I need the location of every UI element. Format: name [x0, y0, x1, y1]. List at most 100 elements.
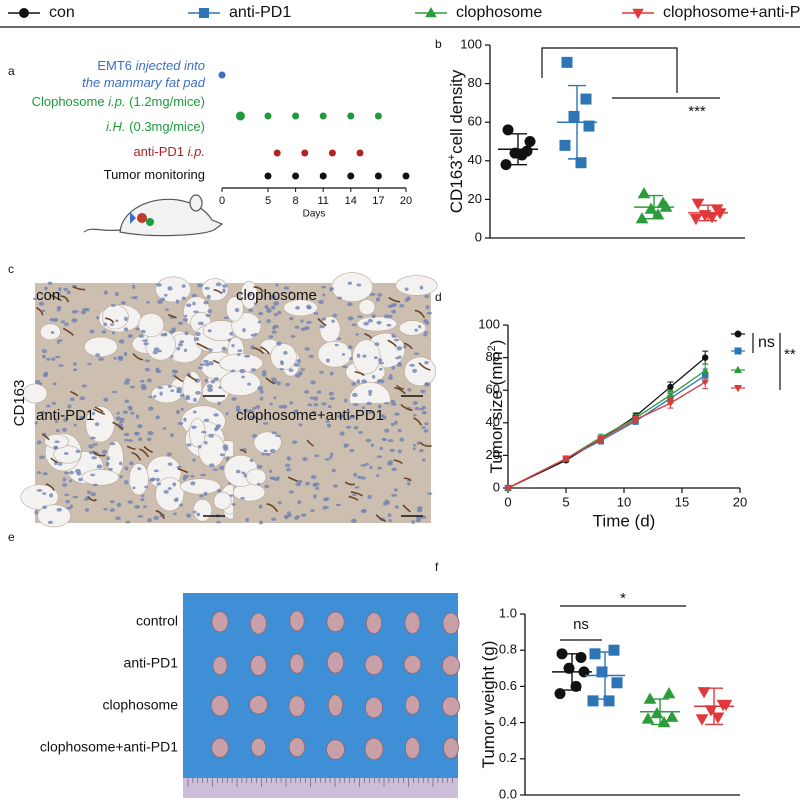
fat-cell [192, 499, 212, 522]
tumor [365, 696, 383, 719]
nucleus [43, 371, 49, 376]
timeline-label: the mammary fat pad [82, 75, 206, 90]
nucleus [298, 423, 303, 427]
nucleus [302, 456, 308, 462]
nucleus [305, 481, 310, 486]
nucleus [113, 356, 117, 360]
tumor [288, 737, 306, 758]
nucleus [362, 354, 367, 358]
fat-cell [356, 316, 398, 332]
tumor [288, 695, 306, 717]
nucleus [222, 288, 226, 292]
nucleus [391, 365, 396, 370]
nucleus [293, 362, 300, 367]
error-bar [563, 653, 581, 691]
nucleus [152, 395, 157, 398]
nucleus [328, 391, 334, 396]
fat-cell [81, 469, 120, 486]
series-line [507, 357, 706, 489]
nucleus [157, 386, 164, 390]
nucleus [73, 368, 78, 372]
photo-label: clophosome [103, 697, 179, 713]
series-key-marker [733, 385, 743, 393]
nucleus [180, 407, 184, 411]
text-part: Tumor weight (g) [479, 641, 498, 769]
nucleus [176, 346, 181, 351]
nucleus [36, 489, 43, 492]
nucleus [109, 500, 115, 504]
nucleus [341, 352, 346, 356]
nucleus [98, 357, 104, 361]
nucleus [50, 330, 55, 334]
nucleus [147, 406, 154, 411]
nucleus [36, 440, 42, 445]
nucleus [177, 421, 184, 425]
nucleus [231, 397, 237, 401]
cd163-stain [265, 377, 275, 385]
nucleus [80, 310, 87, 315]
tumor-site [137, 213, 147, 223]
photo-label: clophosome+anti-PD1 [40, 739, 178, 755]
nucleus [256, 464, 263, 469]
y-tick-label: 60 [486, 382, 500, 397]
nucleus [256, 482, 261, 486]
y-axis-title: Tumor weight (g) [479, 641, 498, 769]
nucleus [64, 471, 70, 475]
nucleus [163, 489, 169, 494]
nucleus [388, 519, 392, 523]
nucleus [269, 448, 276, 453]
nucleus [321, 317, 327, 321]
nucleus [103, 507, 108, 511]
nucleus [72, 495, 79, 499]
ihc-label: con [36, 287, 60, 304]
nucleus [253, 415, 258, 419]
x-axis-title: Time (d) [593, 511, 656, 530]
nucleus [124, 438, 130, 442]
nucleus [143, 505, 147, 509]
nucleus [257, 386, 264, 391]
nucleus [42, 472, 48, 476]
legend-marker [19, 8, 29, 18]
nucleus [197, 283, 203, 288]
nucleus [111, 390, 118, 394]
nucleus [365, 438, 372, 443]
nucleus [219, 453, 225, 457]
data-point [556, 648, 568, 660]
nucleus [414, 328, 419, 332]
nucleus [277, 500, 282, 505]
data-point [611, 677, 623, 689]
data-point [603, 695, 615, 707]
nucleus [354, 486, 360, 489]
nucleus [38, 301, 45, 306]
nucleus [115, 319, 119, 322]
nucleus [300, 513, 307, 517]
fat-cell [155, 477, 185, 512]
nucleus [231, 502, 236, 506]
y-tick-label: 20 [468, 191, 482, 206]
nucleus [370, 443, 375, 448]
nucleus [318, 370, 324, 374]
nucleus [377, 358, 383, 363]
tumor [212, 655, 228, 676]
nucleus [183, 474, 189, 479]
nucleus [300, 368, 306, 371]
data-point [659, 200, 673, 212]
fat-cell [395, 275, 438, 296]
nucleus [387, 439, 394, 443]
y-tick-label: 0.4 [499, 714, 517, 729]
nucleus [412, 447, 416, 451]
fat-cell [358, 299, 376, 315]
nucleus [309, 396, 314, 400]
nucleus [412, 400, 418, 406]
cd163-stain [132, 352, 144, 361]
tumor [364, 654, 384, 676]
nucleus [184, 314, 188, 318]
series-key-marker [733, 365, 743, 373]
text-part: + [446, 154, 458, 160]
nucleus [419, 285, 424, 290]
nucleus [342, 365, 348, 369]
nucleus [91, 456, 98, 460]
nucleus [383, 402, 390, 405]
nucleus [208, 433, 214, 438]
data-point [568, 110, 580, 122]
